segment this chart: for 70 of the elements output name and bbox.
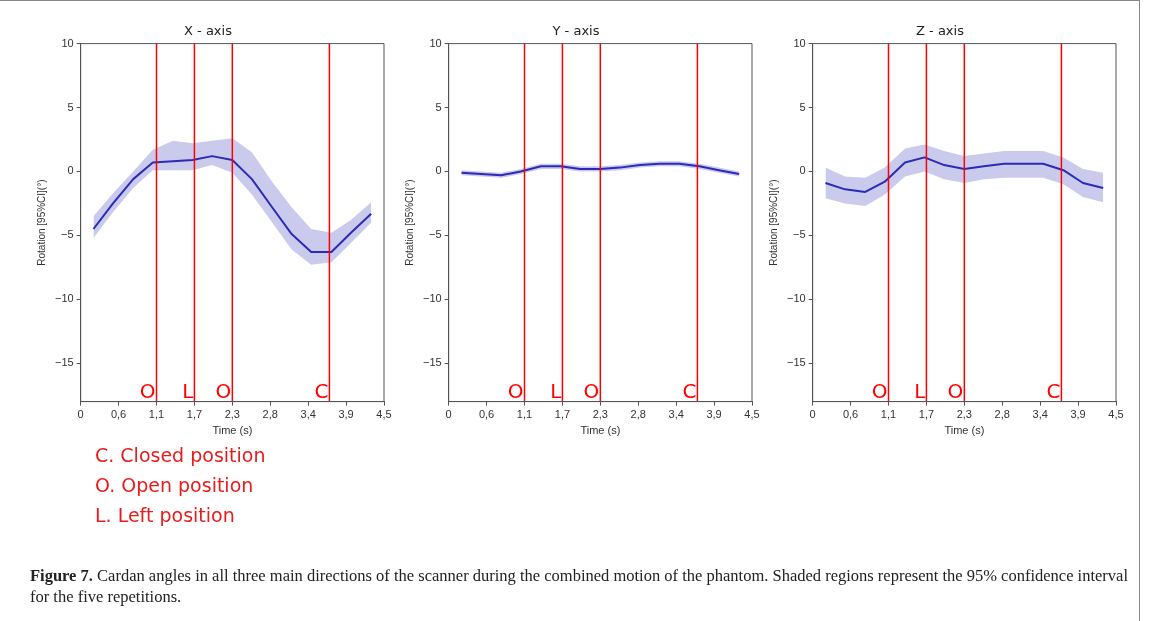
y-tick-label: 5 [435,100,442,113]
caption: Figure 7. Cardan angles in all three main directions of the scanner during the combined motion of the phantom. Shaded regions represent the 95% confidence interval for the five repetitions. [30,565,1129,607]
y-tick-label: 10 [793,36,806,49]
y-tick-label: −10 [422,292,442,305]
x-tick-label: 0 [809,408,816,421]
x-tick-label: 4,5 [744,408,760,421]
y-tick-label: −5 [429,228,442,241]
x-tick-label: 2,8 [262,408,278,421]
ref-line-label: O [871,378,888,403]
x-tick-label: 2,8 [630,408,646,421]
x-axis-title: Time (s) [212,424,253,437]
y-tick-label: −15 [422,356,442,369]
ref-line-label: L [550,378,563,403]
y-tick-label: 10 [61,36,74,49]
y-tick-label: 0 [799,164,806,177]
x-tick-label: 3,9 [706,408,722,421]
ref-line-label: L [182,378,195,403]
y-tick-label: −10 [786,292,806,305]
y-tick-label: 10 [429,36,442,49]
x-tick-label: 1,1 [880,408,897,421]
text: C. Closed position [95,443,266,468]
chart-title: Z - axis [916,23,965,39]
x-axis-title: Time (s) [944,424,985,437]
chart-title: Y - axis [551,23,600,39]
x-tick-label: 0,6 [842,408,859,421]
x-tick-label: 1,7 [918,408,935,421]
y-tick-label: 5 [799,100,806,113]
x-axis-title: Time (s) [580,424,621,437]
x-tick-label: 0,6 [478,408,495,421]
y-tick-label: 5 [67,100,74,113]
y-tick-label: −5 [61,228,74,241]
x-tick-label: 4,5 [376,408,392,421]
ref-line-label: O [947,378,964,403]
text: L. Left position [95,503,236,528]
x-tick-label: 2,3 [956,408,972,421]
text: O. Open position [95,473,255,498]
x-tick-label: 4,5 [1108,408,1124,421]
chart-title: X - axis [184,23,233,39]
y-tick-label: −5 [793,228,806,241]
ref-line-label: C [682,378,697,403]
x-tick-label: 1,7 [554,408,571,421]
ref-line-label: O [215,378,232,403]
x-tick-label: 2,3 [224,408,240,421]
y-axis-title: Rotation [95%CI](°) [403,179,415,266]
ref-line-label: C [314,378,329,403]
y-tick-label: 0 [67,164,74,177]
y-tick-label: −10 [54,292,74,305]
y-axis-title: Rotation [95%CI](°) [767,179,779,266]
y-tick-label: −15 [786,356,806,369]
y-axis-title: Rotation [95%CI](°) [35,179,47,266]
ref-line-label: O [583,378,600,403]
y-tick-label: −15 [54,356,74,369]
x-tick-label: 3,4 [1032,408,1048,421]
x-tick-label: 1,7 [186,408,203,421]
y-tick-label: 0 [435,164,442,177]
x-tick-label: 3,9 [338,408,354,421]
x-tick-label: 1,1 [148,408,165,421]
x-tick-label: 2,3 [592,408,608,421]
ref-line-label: C [1046,378,1061,403]
ref-line-label: O [507,378,524,403]
x-tick-label: 0 [445,408,452,421]
x-tick-label: 0,6 [110,408,127,421]
x-tick-label: 1,1 [516,408,533,421]
x-tick-label: 3,4 [300,408,316,421]
x-tick-label: 3,9 [1070,408,1086,421]
ref-line-label: L [914,378,927,403]
x-tick-label: 3,4 [668,408,684,421]
x-tick-label: 0 [77,408,84,421]
ref-line-label: O [139,378,156,403]
x-tick-label: 2,8 [994,408,1010,421]
